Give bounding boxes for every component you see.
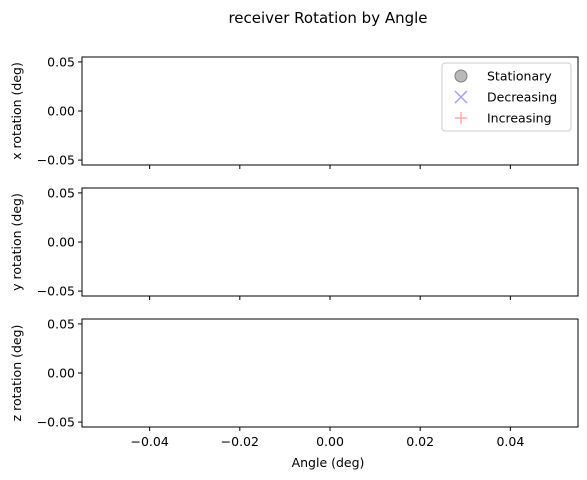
x-axis-label: Angle (deg) (292, 455, 365, 470)
legend-marker-circle (454, 69, 468, 83)
y-tick-label: 0.00 (47, 235, 75, 250)
y-tick-label: −0.05 (37, 415, 75, 430)
legend-marker-x (454, 90, 468, 104)
x-tick-label: −0.02 (221, 434, 259, 449)
y-axis-label: x rotation (deg) (9, 62, 24, 160)
legend-marker-plus (455, 112, 467, 124)
x-tick-label: −0.04 (130, 434, 168, 449)
subplot-frame-3 (81, 318, 579, 428)
x-tick-label: 0.00 (316, 434, 344, 449)
x-tick-label: 0.04 (496, 434, 524, 449)
axes-group: −0.05 0.00 0.05 x rotation (deg) −0.05 0.00 0.… (9, 54, 579, 449)
y-tick-label: 0.00 (47, 366, 75, 381)
y-tick-label: −0.05 (37, 284, 75, 299)
legend-entry-label: Decreasing (487, 90, 557, 105)
y-axis-label: y rotation (deg) (9, 193, 24, 291)
y-tick-label: −0.05 (37, 153, 75, 168)
legend: Stationary Decreasing Increasing (441, 62, 572, 132)
y-tick-label: 0.00 (47, 104, 75, 119)
legend-box (441, 62, 572, 132)
y-axis-label: z rotation (deg) (9, 325, 24, 422)
x-tick-label: 0.02 (406, 434, 434, 449)
subplot-frame-2 (81, 187, 579, 297)
y-tick-label: 0.05 (47, 185, 75, 200)
y-tick-label: 0.05 (47, 316, 75, 331)
legend-entry-label: Increasing (487, 111, 552, 126)
chart-title: receiver Rotation by Angle (228, 9, 427, 27)
y-tick-label: 0.05 (47, 54, 75, 69)
legend-entry-label: Stationary (487, 69, 552, 84)
